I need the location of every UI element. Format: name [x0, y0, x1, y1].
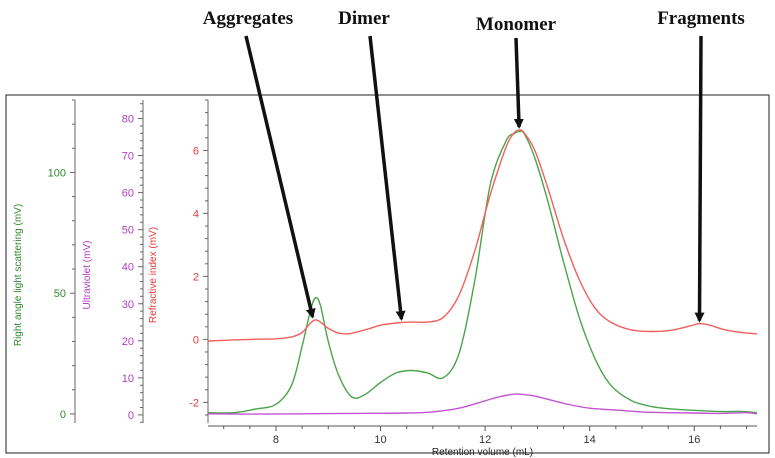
annotation-label: Aggregates	[203, 8, 293, 29]
uv-tick-label: 60	[122, 188, 134, 200]
annotation-arrow	[244, 35, 316, 319]
ri-series-line	[207, 129, 758, 342]
ri-tick-label: -2	[189, 397, 199, 409]
x-tick-label: 10	[374, 434, 386, 446]
annotation-label: Dimer	[338, 8, 390, 29]
uv-series-line	[207, 393, 758, 415]
ri-tick-label: 2	[193, 271, 199, 283]
uv-tick-label: 80	[122, 114, 134, 126]
annotation-label: Fragments	[657, 8, 745, 29]
x-tick-label: 14	[584, 434, 596, 446]
annotation-arrow	[694, 35, 705, 323]
ri-tick-label: 6	[193, 145, 199, 157]
rals-tick-label: 0	[60, 409, 66, 421]
annotation-label: Monomer	[476, 14, 557, 35]
uv-tick-label: 10	[122, 373, 134, 385]
x-tick-label: 8	[273, 434, 279, 446]
uv-tick-label: 30	[122, 299, 134, 311]
ri-tick-label: 4	[193, 208, 199, 220]
rals-tick-label: 50	[54, 288, 66, 300]
rals-axis-label: Right angle light scattering (mV)	[13, 204, 24, 346]
uv-tick-label: 40	[122, 262, 134, 274]
x-tick-label: 12	[479, 434, 491, 446]
x-tick-label: 16	[688, 434, 700, 446]
uv-tick-label: 70	[122, 151, 134, 163]
uv-tick-label: 50	[122, 225, 134, 237]
rals-tick-label: 100	[48, 167, 66, 179]
uv-tick-label: 20	[122, 336, 134, 348]
ri-tick-label: 0	[193, 334, 199, 346]
uv-axis-label: Ultraviolet (mV)	[82, 241, 93, 310]
figure-frame	[5, 94, 770, 454]
uv-tick-label: 0	[128, 410, 134, 422]
annotation-arrow	[368, 35, 406, 322]
x-axis-label: Retention volume (mL)	[432, 447, 533, 458]
annotation-arrow	[513, 37, 524, 129]
ri-axis-label: Refractive index (mV)	[148, 227, 159, 323]
